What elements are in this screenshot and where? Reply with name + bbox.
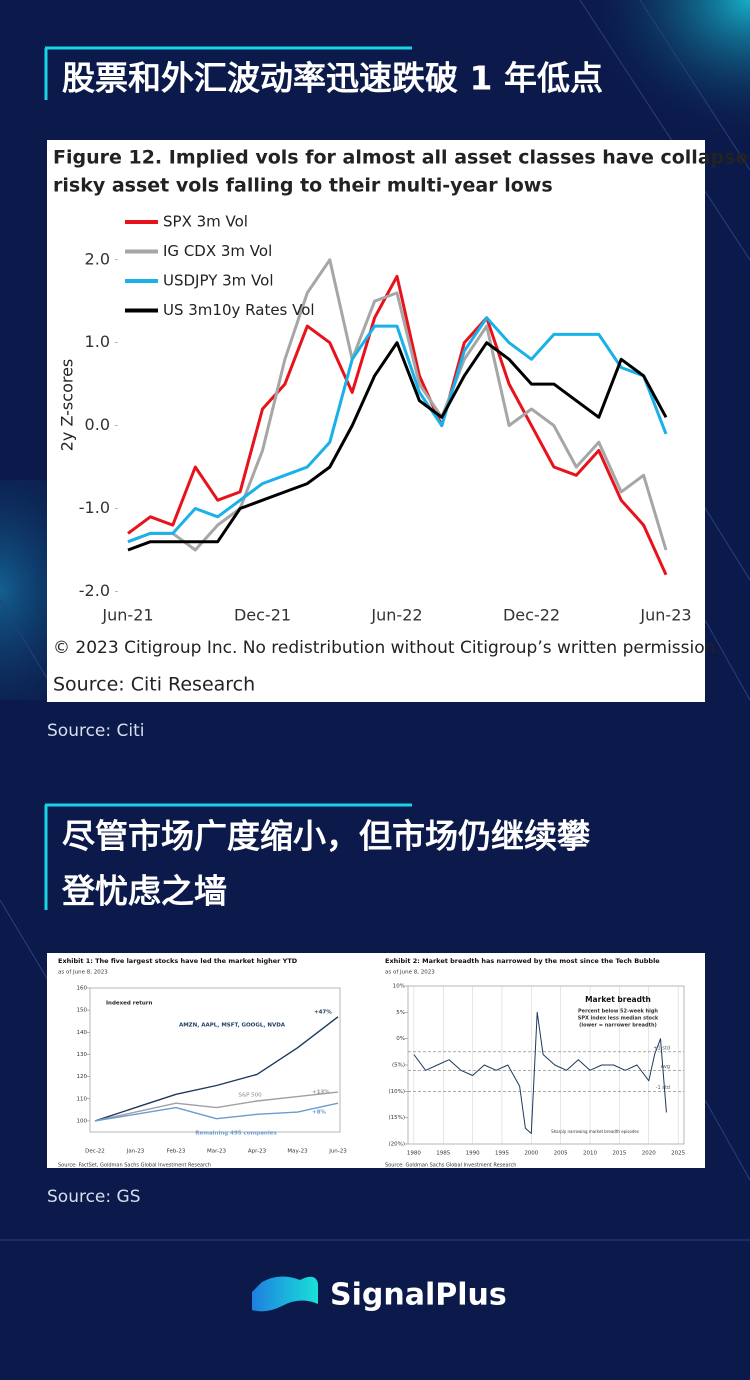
y-tick-label: 140 <box>77 1030 88 1036</box>
x-tick-label: Jan-23 <box>126 1149 145 1155</box>
series-line <box>127 274 668 576</box>
series-line <box>127 341 668 552</box>
exhibit-title: Exhibit 1: The five largest stocks have … <box>58 957 298 965</box>
x-tick-label: 1995 <box>495 1151 509 1157</box>
x-tick-label: Apr-23 <box>248 1149 267 1155</box>
reference-label: Avg <box>661 1064 670 1070</box>
y-tick-label: -1.0 <box>79 498 110 517</box>
x-tick-label: 1990 <box>466 1151 480 1157</box>
copyright: © 2023 Citigroup Inc. No redistribution … <box>53 638 721 658</box>
series-label: Market breadth <box>585 995 651 1004</box>
annotation: Percent below 52-week high <box>578 1009 658 1015</box>
annotation: +8% <box>312 1110 326 1116</box>
y-tick-label: -2.0 <box>79 581 110 600</box>
y-tick-label: 0% <box>396 1036 405 1042</box>
x-tick-label: 2015 <box>612 1151 626 1157</box>
x-tick-label: 2025 <box>671 1151 685 1157</box>
exhibit-title: Exhibit 2: Market breadth has narrowed b… <box>385 957 660 965</box>
y-tick-label: 160 <box>77 986 88 992</box>
decor-lines <box>0 0 750 1241</box>
y-tick-label: 2.0 <box>85 249 110 268</box>
x-tick-label: 1980 <box>407 1151 421 1157</box>
plot-frame <box>89 987 341 1133</box>
heading: 登忧虑之墙 <box>61 872 227 911</box>
x-tick-label: Dec-22 <box>503 606 560 625</box>
series-line <box>127 258 668 552</box>
exhibit-subtitle: as of June 8, 2023 <box>385 970 435 976</box>
y-tick-label: 0.0 <box>85 415 110 434</box>
x-tick-label: Jun-23 <box>639 606 691 625</box>
y-tick-label: 120 <box>77 1074 88 1080</box>
y-tick-label: (20%) <box>388 1142 405 1148</box>
x-tick-label: May-23 <box>287 1149 308 1155</box>
caption: Source: GS <box>47 1187 140 1207</box>
legend-label: US 3m10y Rates Vol <box>163 301 315 319</box>
heading: 尽管市场广度缩小，但市场仍继续攀 <box>62 817 590 856</box>
glow <box>560 0 750 160</box>
series-label: AMZN, AAPL, MSFT, GOOGL, NVDA <box>179 1023 286 1029</box>
x-tick-label: Dec-22 <box>85 1149 105 1155</box>
legend-label: IG CDX 3m Vol <box>163 242 272 260</box>
series-line <box>94 1091 339 1122</box>
heading-1: 股票和外汇波动率迅速跌破 1 年低点 <box>44 46 603 100</box>
x-tick-label: 2000 <box>524 1151 538 1157</box>
annotation: (lower = narrower breadth) <box>579 1023 657 1029</box>
figure-source: Source: Citi Research <box>53 674 255 696</box>
figure-title: risky asset vols falling to their multi-… <box>53 175 553 197</box>
annotation: SPX index less median stock <box>578 1016 659 1022</box>
annotation: Sharply narrowing market breadth episode… <box>551 1129 639 1134</box>
y-tick-label: 1.0 <box>85 332 110 351</box>
annotation: +13% <box>312 1090 330 1096</box>
x-tick-label: Feb-23 <box>167 1149 186 1155</box>
x-tick-label: Mar-23 <box>207 1149 227 1155</box>
x-tick-label: Dec-21 <box>234 606 291 625</box>
heading: 股票和外汇波动率迅速跌破 1 年低点 <box>62 59 603 98</box>
caption: Source: Citi <box>47 721 145 741</box>
x-tick-label: Jun-23 <box>328 1149 347 1155</box>
y-tick-label: (5%) <box>392 1063 405 1069</box>
series-label: S&P 500 <box>238 1093 262 1099</box>
exhibit-subtitle: as of June 8, 2023 <box>58 970 108 976</box>
x-tick-label: Jun-21 <box>101 606 153 625</box>
logo-text: SignalPlus <box>330 1278 507 1313</box>
legend-label: SPX 3m Vol <box>163 213 248 231</box>
y-tick-label: 5% <box>396 1010 405 1016</box>
exhibit-source: Source: Goldman Sachs Global Investment … <box>385 1163 516 1169</box>
exhibit-source: Source: FactSet, Goldman Sachs Global In… <box>58 1163 211 1169</box>
exhibits-panel <box>47 953 705 1168</box>
y-tick-label: 130 <box>77 1052 88 1058</box>
x-tick-label: 2010 <box>583 1151 597 1157</box>
figure-panel <box>47 140 705 702</box>
y-tick-label: 100 <box>77 1118 88 1124</box>
y-tick-label: 110 <box>77 1096 88 1102</box>
series-line <box>127 316 668 544</box>
reference-label: -1 std <box>656 1085 670 1091</box>
x-tick-label: 2005 <box>554 1151 568 1157</box>
legend-label: USDJPY 3m Vol <box>163 272 274 290</box>
series-label: Remaining 495 companies <box>195 1131 277 1137</box>
heading-2: 尽管市场广度缩小，但市场仍继续攀 登忧虑之墙 <box>44 803 590 911</box>
logo: SignalPlus <box>252 1276 507 1313</box>
annotation: Indexed return <box>106 1001 152 1007</box>
y-tick-label: (15%) <box>388 1115 405 1121</box>
series-line <box>413 1011 667 1134</box>
y-tick-label: 10% <box>393 984 405 990</box>
x-tick-label: Jun-22 <box>370 606 422 625</box>
figure-title: Figure 12. Implied vols for almost all a… <box>53 147 750 169</box>
series-line <box>94 1016 339 1122</box>
annotation: +47% <box>314 1010 332 1016</box>
y-tick-label: 150 <box>77 1008 88 1014</box>
y-tick-label: (10%) <box>388 1089 405 1095</box>
x-tick-label: 2020 <box>642 1151 656 1157</box>
y-axis-label: 2y Z-scores <box>58 359 77 452</box>
series-line <box>94 1102 339 1122</box>
x-tick-label: 1985 <box>436 1151 450 1157</box>
